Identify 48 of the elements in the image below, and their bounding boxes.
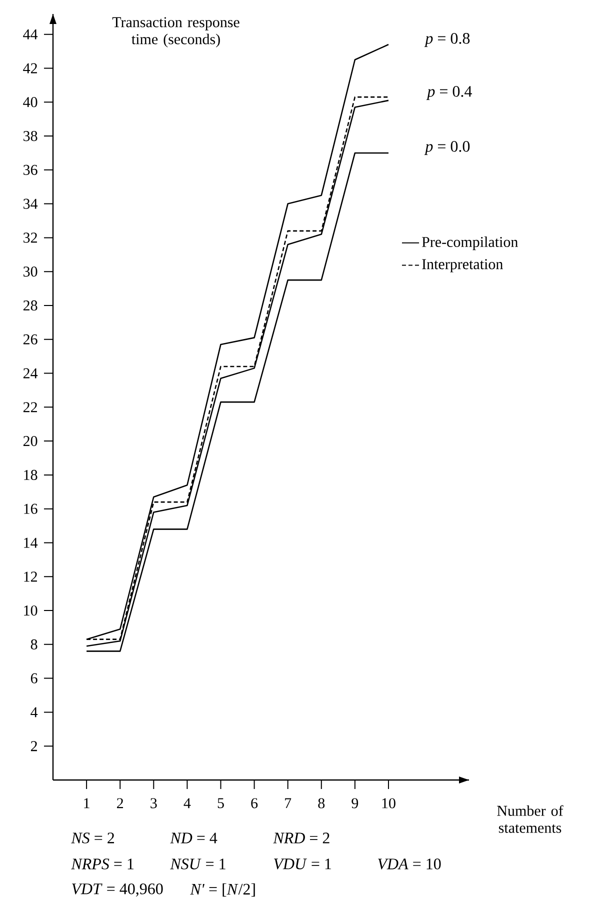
- y-tick-label: 42: [23, 63, 37, 74]
- x-tick-label: 5: [218, 798, 224, 808]
- y-tick-label: 36: [24, 164, 38, 175]
- annotation: p = 0.0: [424, 140, 470, 156]
- y-tick-label: 18: [24, 470, 38, 480]
- y-tick-label: 6: [30, 673, 38, 684]
- text: VDA = 10: [378, 858, 441, 870]
- x-tick-label: 7: [285, 798, 292, 808]
- y-tick-label: 38: [24, 130, 38, 142]
- x-axis-title: Number of statements: [497, 805, 564, 833]
- y-tick-label: 40: [23, 97, 38, 108]
- text: N' = [N/2]: [190, 883, 255, 897]
- x-tick-label: 6: [251, 798, 258, 808]
- x-tick-label: 1: [84, 798, 90, 808]
- legend-label: Pre-compilation: [422, 236, 518, 250]
- y-tick-label: 26: [23, 334, 38, 344]
- text: NRPS = 1: [71, 858, 134, 870]
- y-tick-label: 22: [23, 402, 37, 412]
- text: NSU = 1: [170, 858, 226, 870]
- y-tick-label: 4: [30, 707, 38, 718]
- text: VDU = 1: [274, 858, 331, 870]
- x-tick-label: 4: [184, 798, 191, 808]
- legend-label: Interpretation: [422, 259, 503, 272]
- y-tick-label: 44: [23, 29, 38, 40]
- text: NS = 2: [71, 832, 114, 844]
- text: NRD = 2: [273, 832, 330, 844]
- y-tick-label: 16: [24, 504, 38, 514]
- y-tick-label: 14: [24, 538, 38, 548]
- y-axis-title: Transaction response time (seconds): [112, 17, 240, 48]
- y-tick-label: 10: [24, 605, 38, 616]
- y-tick-label: 32: [24, 232, 37, 243]
- text: VDT = 40,960: [72, 883, 163, 897]
- y-tick-label: 2: [30, 741, 37, 752]
- y-tick-label: 12: [24, 572, 37, 582]
- text: ND = 4: [170, 832, 218, 844]
- x-tick-label: 10: [382, 798, 396, 808]
- y-tick-label: 34: [24, 198, 38, 209]
- y-tick-label: 30: [24, 266, 38, 277]
- y-tick-label: 8: [30, 639, 38, 650]
- y-tick-label: 20: [23, 436, 38, 446]
- y-tick-label: 28: [23, 300, 38, 311]
- x-tick-label: 8: [318, 798, 325, 808]
- annotation: p = 0.8: [424, 32, 470, 48]
- annotation: p = 0.4: [426, 86, 472, 100]
- y-tick-label: 24: [23, 368, 38, 378]
- x-tick-label: 2: [117, 798, 124, 808]
- x-tick-label: 9: [352, 798, 358, 808]
- x-tick-label: 3: [150, 798, 157, 808]
